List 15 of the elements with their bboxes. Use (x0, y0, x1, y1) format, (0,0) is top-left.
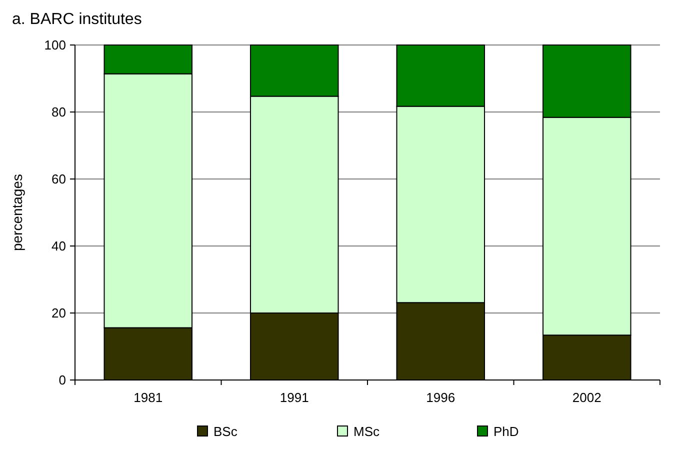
x-tick-label: 2002 (572, 390, 602, 405)
y-tick-label: 60 (52, 172, 66, 187)
x-tick-label: 1991 (280, 390, 309, 405)
y-tick-label: 20 (52, 306, 66, 321)
legend-label: PhD (494, 424, 519, 439)
legend-label: BSc (214, 424, 238, 439)
y-tick-label: 80 (52, 104, 66, 120)
chart-title: a. BARC institutes (12, 11, 142, 28)
y-tick-label: 0 (58, 372, 66, 388)
x-tick-label: 1981 (134, 390, 163, 405)
x-tick-label: 1996 (426, 390, 456, 405)
legend-label: MSc (354, 424, 380, 439)
y-tick-label: 40 (52, 238, 66, 254)
y-axis-title: percentages (9, 174, 25, 252)
y-tick-label: 100 (44, 38, 66, 53)
